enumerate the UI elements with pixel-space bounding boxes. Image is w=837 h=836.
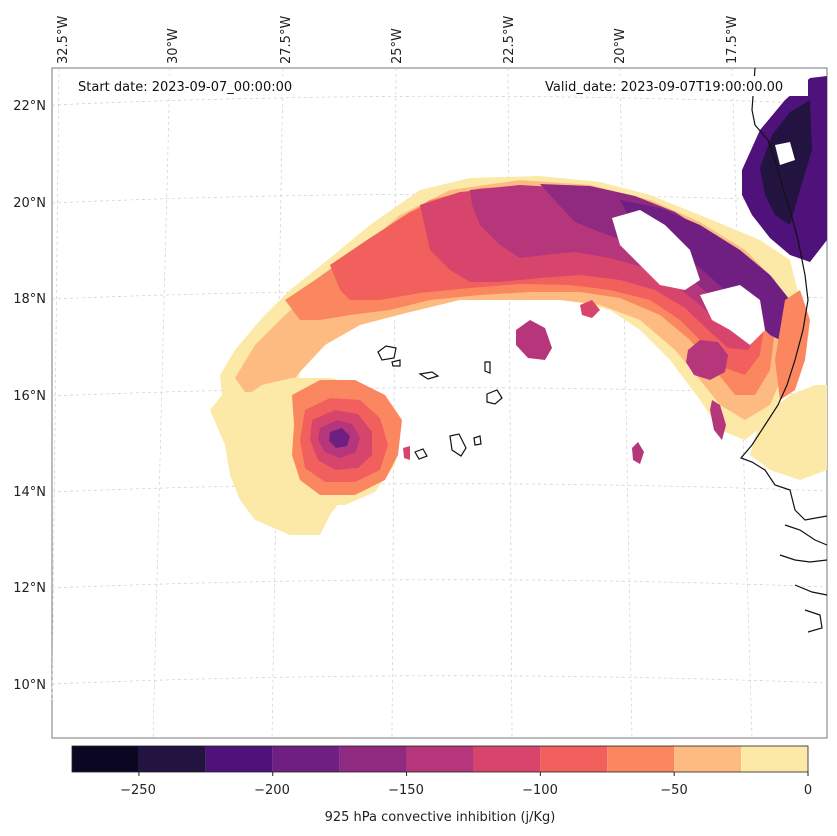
latitude-labels: 22°N 20°N 18°N 16°N 14°N 12°N 10°N: [13, 99, 46, 693]
colorbar-swatch-10: [741, 746, 808, 772]
cin-gap-3: [775, 142, 795, 165]
cin-cell-6: [403, 446, 410, 460]
colorbar-tick-label-m100: −100: [522, 783, 558, 798]
lat-label-18n: 18°N: [13, 292, 46, 307]
colorbar-swatch-2: [205, 746, 273, 772]
island-sao-vicente: [391, 359, 401, 367]
cin-gap-2: [700, 285, 765, 345]
island-sal: [484, 361, 491, 374]
parallel-20n: [51, 193, 828, 204]
island-santo-antao: [377, 345, 397, 361]
lon-label-20w: 20°W: [613, 28, 628, 64]
cin-contour-coast-orange: [775, 290, 810, 400]
colorbar-ticks: [138, 772, 809, 776]
meridian-25w: [391, 67, 397, 739]
valid-date-box: [538, 76, 808, 96]
cin-field: [210, 76, 827, 535]
lon-label-27-5w: 27.5°W: [279, 16, 294, 64]
longitude-labels: 32.5°W 30°W 27.5°W 25°W 22.5°W 20°W 17.5…: [56, 16, 740, 64]
island-maio: [473, 435, 482, 446]
colorbar-swatch-8: [607, 746, 675, 772]
meridian-17-5w: [731, 67, 753, 739]
colorbar-swatch-5: [406, 746, 474, 772]
colorbar-title: 925 hPa convective inhibition (j/Kg): [325, 810, 556, 825]
colorbar-tick-label-m200: −200: [254, 783, 290, 798]
colorbar-swatch-0: [72, 746, 139, 772]
coastlines: [377, 67, 828, 633]
cin-cell-2: [580, 300, 600, 318]
lat-label-10n: 10°N: [13, 678, 46, 693]
cin-contour-coast-yellow: [750, 385, 827, 480]
colorbar: −250 −200 −150 −100 −50 0 925 hPa convec…: [71, 745, 812, 825]
island-boa-vista: [486, 389, 503, 405]
lon-label-32-5w: 32.5°W: [56, 16, 71, 64]
island-sao-nicolau: [418, 371, 440, 380]
lat-label-20n: 20°N: [13, 196, 46, 211]
valid-date-label: Valid_date: 2023-09-07T19:00:00.00: [545, 80, 783, 95]
coastline-africa: [739, 67, 828, 633]
island-fogo: [414, 448, 428, 460]
colorbar-swatch-7: [540, 746, 608, 772]
meridian-27-5w: [271, 67, 284, 739]
parallel-22n: [51, 95, 828, 106]
start-date-box: [70, 76, 314, 96]
colorbar-swatches: [72, 746, 808, 772]
meridian-30w: [152, 67, 171, 739]
colorbar-tick-label-m50: −50: [660, 783, 687, 798]
parallel-10n: [51, 675, 828, 685]
cin-cell-4: [632, 442, 644, 464]
graticule: [51, 67, 828, 739]
parallel-16n: [51, 387, 828, 397]
colorbar-swatch-4: [339, 746, 407, 772]
cin-contour-purple: [540, 184, 765, 328]
island-santiago: [449, 433, 467, 457]
colorbar-swatch-3: [272, 746, 340, 772]
cin-storm-purple: [329, 428, 350, 448]
lon-label-17-5w: 17.5°W: [725, 16, 740, 64]
colorbar-swatch-6: [473, 746, 541, 772]
lat-label-22n: 22°N: [13, 99, 46, 114]
lon-label-30w: 30°W: [166, 28, 181, 64]
colorbar-tick-label-m150: −150: [388, 783, 424, 798]
parallel-18n: [51, 290, 828, 300]
cin-contour-magenta: [470, 185, 756, 332]
colorbar-tick-label-0: 0: [804, 783, 812, 798]
colorbar-outline: [71, 745, 809, 773]
colorbar-tick-label-m250: −250: [120, 783, 156, 798]
colorbar-swatch-1: [138, 746, 206, 772]
map-frame: [51, 67, 828, 739]
parallel-12n: [51, 579, 828, 589]
cin-cell-1: [516, 320, 552, 360]
lat-label-12n: 12°N: [13, 581, 46, 596]
lon-label-22-5w: 22.5°W: [502, 16, 517, 64]
parallel-14n: [51, 483, 828, 493]
cin-gap-1: [612, 210, 700, 290]
lat-label-14n: 14°N: [13, 485, 46, 500]
lon-label-25w: 25°W: [390, 28, 405, 64]
lat-label-16n: 16°N: [13, 389, 46, 404]
meridian-22-5w: [507, 67, 513, 739]
colorbar-swatch-9: [674, 746, 742, 772]
cin-cell-5: [710, 400, 726, 440]
meridian-20w: [619, 67, 633, 739]
start-date-label: Start date: 2023-09-07_00:00:00: [78, 80, 292, 95]
cin-cell-3: [686, 340, 728, 380]
